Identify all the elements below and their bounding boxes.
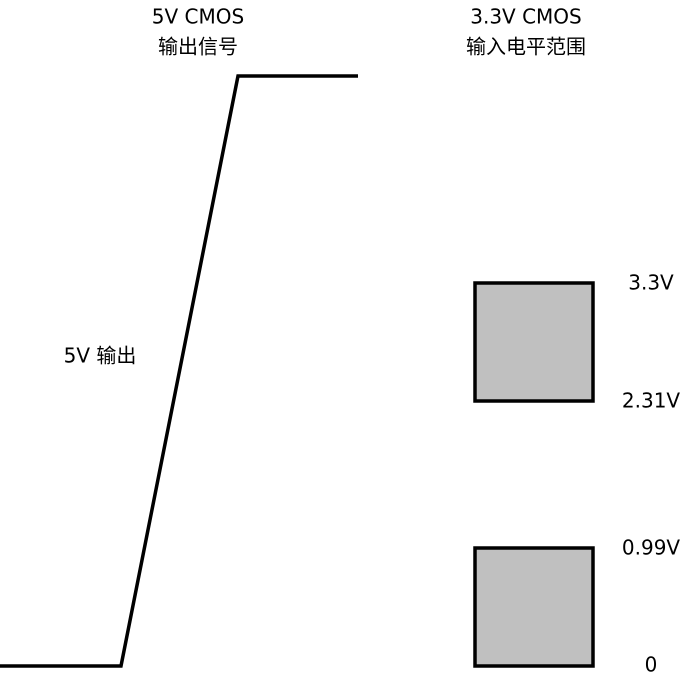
level-label: 3.3V — [628, 271, 674, 295]
level-label: 0 — [645, 653, 658, 677]
level-label: 0.99V — [622, 536, 681, 560]
output-waveform — [0, 74, 358, 668]
output-title: 输出信号 — [158, 35, 238, 59]
level-label: 2.31V — [622, 389, 681, 413]
high-level-box — [473, 281, 595, 403]
low-level-box — [473, 546, 595, 668]
output-title: 5V CMOS — [152, 5, 244, 29]
input-title: 3.3V CMOS — [470, 5, 582, 29]
input-title: 输入电平范围 — [466, 35, 586, 59]
output-label: 5V 输出 — [64, 344, 137, 368]
